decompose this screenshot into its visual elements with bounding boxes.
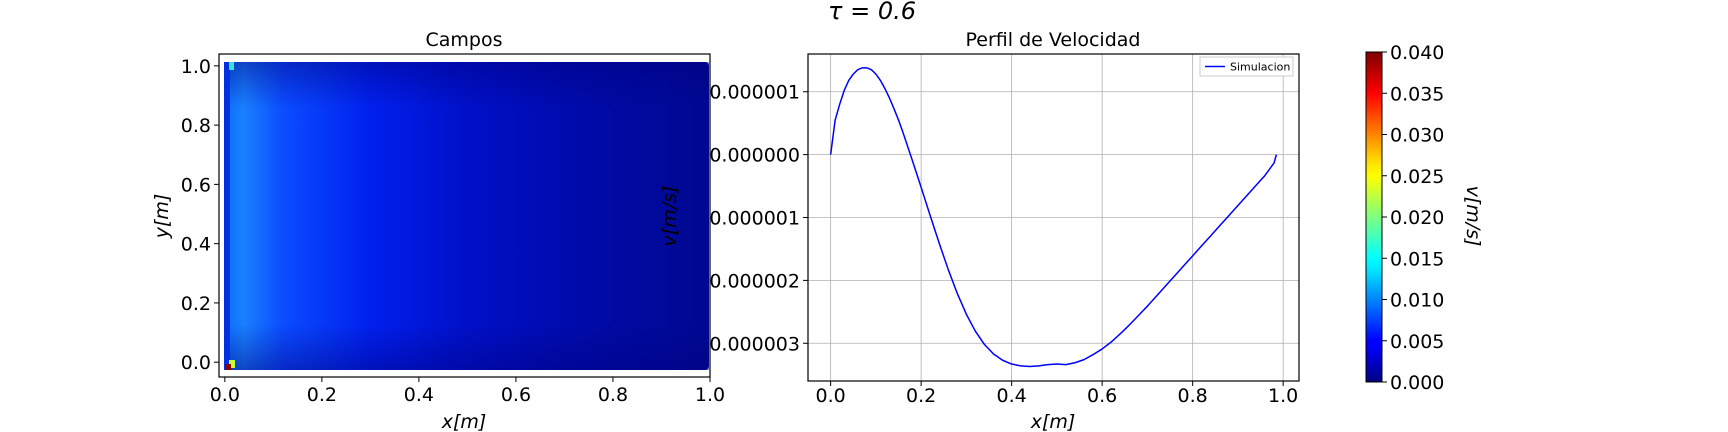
field-shading <box>224 62 709 370</box>
field-top-corner <box>229 62 234 70</box>
perfil-x-tick-label: 0.8 <box>1178 385 1208 407</box>
perfil-y-tick-label: 0.000001 <box>709 82 800 104</box>
campos-heatmap-panel: Campos 0.0 0.2 0.4 0.6 0.8 1.0 0.00.20.40.60.… <box>151 29 725 432</box>
legend-box <box>1199 56 1294 77</box>
colorbar-tick-label: 0.040 <box>1390 42 1444 64</box>
campos-x-ticks: 0.0 0.2 0.4 0.6 0.8 1.0 <box>210 377 725 406</box>
campos-x-label: x[m] <box>441 411 487 432</box>
legend-label-simulacion: Simulacion <box>1230 61 1290 74</box>
perfil-x-ticks: 0.0 0.2 0.4 0.6 0.8 1.0 <box>816 381 1298 407</box>
colorbar-ticks: 0.000 0.005 0.010 0.015 0.020 0.025 0.030 0.035… <box>1382 42 1444 394</box>
campos-x-tick-label: 0.6 <box>501 384 531 406</box>
perfil-legend: Simulacion <box>1199 56 1294 77</box>
perfil-x-tick-label: 0.2 <box>906 385 936 407</box>
colorbar-tick-label: 0.010 <box>1390 290 1444 312</box>
campos-x-tick-label: 0.0 <box>210 384 240 406</box>
campos-title: Campos <box>425 29 502 51</box>
colorbar-tick-label: 0.000 <box>1390 372 1444 394</box>
perfil-y-tick-label: 0.000000 <box>709 145 800 167</box>
perfil-y-tick-label: 0.000002 <box>709 270 800 292</box>
campos-x-tick-label: 0.8 <box>598 384 628 406</box>
perfil-velocidad-panel: Perfil de Velocidad 0.0 0.2 0.4 0.6 0.8 1.0 0… <box>659 29 1300 432</box>
colorbar-label: v[m/s] <box>1462 186 1484 247</box>
perfil-series <box>829 67 1278 368</box>
campos-y-tick-label: 1.0 <box>181 56 211 78</box>
campos-axes-frame <box>218 53 711 378</box>
campos-x-tick-label: 0.4 <box>404 384 434 406</box>
field-left-wall <box>224 62 230 370</box>
colorbar-gradient <box>1366 52 1382 382</box>
series-line-simulacion <box>829 67 1278 368</box>
figure-suptitle: τ = 0.6 <box>828 0 916 25</box>
perfil-x-tick-label: 0.4 <box>997 385 1027 407</box>
campos-x-tick-label: 0.2 <box>307 384 337 406</box>
perfil-x-tick-label: 1.0 <box>1268 385 1298 407</box>
campos-y-tick-label: 0.4 <box>181 234 211 256</box>
colorbar: 0.000 0.005 0.010 0.015 0.020 0.025 0.030 0.035… <box>1365 42 1484 394</box>
colorbar-tick-label: 0.035 <box>1390 83 1444 105</box>
campos-y-ticks: 0.0 0.2 0.4 0.6 0.8 1.0 <box>181 56 219 374</box>
perfil-x-label: x[m] <box>1030 411 1076 432</box>
perfil-y-ticks: 0.000001 0.000000 0.000001 0.000002 0.000003 <box>709 82 808 355</box>
campos-y-tick-label: 0.6 <box>181 174 211 196</box>
perfil-y-tick-label: 0.000003 <box>709 333 800 355</box>
campos-x-tick-label: 1.0 <box>695 384 725 406</box>
campos-y-tick-label: 0.0 <box>181 352 211 374</box>
velocity-field <box>219 54 710 377</box>
perfil-y-label: v[m/s] <box>659 186 681 247</box>
campos-y-tick-label: 0.8 <box>181 115 211 137</box>
colorbar-tick-label: 0.005 <box>1390 331 1444 353</box>
campos-y-label: y[m] <box>151 194 173 240</box>
colorbar-tick-label: 0.030 <box>1390 125 1444 147</box>
campos-y-tick-label: 0.2 <box>181 293 211 315</box>
field-bottom-corner <box>229 360 235 368</box>
perfil-grid <box>808 54 1299 381</box>
perfil-y-tick-label: 0.000001 <box>709 208 800 230</box>
colorbar-tick-label: 0.015 <box>1390 248 1444 270</box>
colorbar-tick-label: 0.025 <box>1390 166 1444 188</box>
perfil-x-tick-label: 0.6 <box>1087 385 1117 407</box>
colorbar-tick-label: 0.020 <box>1390 207 1444 229</box>
field-bottom-hotspot <box>225 364 231 370</box>
perfil-title: Perfil de Velocidad <box>966 29 1141 51</box>
perfil-x-tick-label: 0.0 <box>816 385 846 407</box>
